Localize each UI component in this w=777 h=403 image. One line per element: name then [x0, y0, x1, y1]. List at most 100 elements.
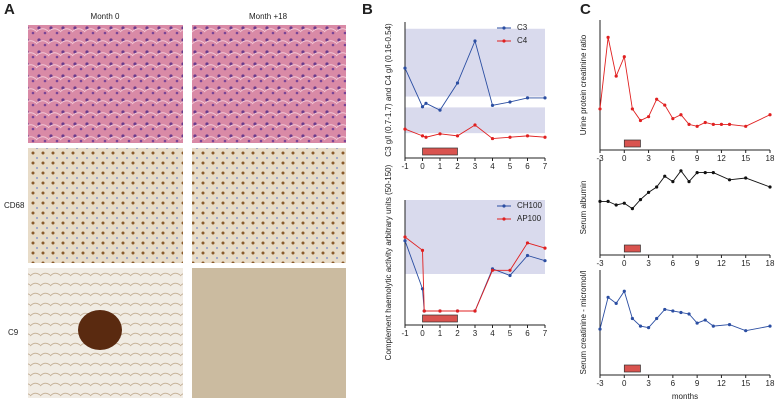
data-point — [663, 174, 667, 178]
data-point — [614, 203, 618, 207]
series-line — [404, 236, 546, 312]
data-point — [663, 307, 667, 312]
data-point — [525, 134, 530, 138]
series-line — [599, 290, 771, 332]
micrograph — [192, 268, 346, 398]
data-point — [543, 246, 547, 250]
data-point — [525, 241, 530, 245]
x-tick-label: 9 — [695, 154, 700, 163]
data-point — [455, 309, 460, 313]
x-tick-label: -3 — [596, 259, 604, 268]
x-tick-label: 0 — [622, 259, 627, 268]
data-point — [420, 248, 425, 252]
data-point — [420, 134, 425, 138]
x-tick-label: 6 — [671, 154, 676, 163]
data-point — [671, 117, 675, 121]
x-tick-label: 9 — [695, 259, 700, 268]
x-tick-label: 12 — [717, 154, 726, 163]
data-point — [606, 295, 610, 299]
data-point — [695, 171, 699, 175]
data-point — [543, 135, 547, 139]
data-point — [543, 96, 547, 100]
x-tick-label: 5 — [508, 329, 513, 338]
x-tick-label: 2 — [455, 162, 460, 171]
data-point — [663, 103, 667, 107]
data-point — [403, 66, 407, 70]
data-point — [630, 316, 634, 321]
data-point — [424, 135, 428, 139]
data-point — [638, 324, 643, 328]
micrograph-stain — [78, 310, 122, 350]
data-point — [711, 171, 715, 175]
x-tick-label: 3 — [473, 329, 478, 338]
x-tick-label: 15 — [741, 154, 750, 163]
x-tick-label: 5 — [508, 162, 513, 171]
x-tick-label: 0 — [622, 379, 627, 388]
data-point — [768, 324, 772, 328]
x-tick-label: 0 — [420, 162, 425, 171]
data-point — [744, 176, 748, 180]
panel-label: C — [580, 1, 591, 18]
data-point — [420, 105, 425, 109]
data-point — [646, 190, 651, 194]
x-tick-label: 1 — [438, 162, 443, 171]
x-tick-label: 18 — [766, 154, 775, 163]
data-point — [711, 122, 715, 126]
y-axis-label: C3 g/l (0.7-1.7) and C4 g/l (0.16-0.54) — [384, 23, 393, 157]
data-point — [490, 268, 495, 272]
legend-label: C4 — [517, 36, 528, 45]
data-point — [768, 185, 772, 189]
data-point — [655, 316, 659, 321]
data-point — [744, 124, 748, 128]
x-tick-label: 6 — [525, 329, 530, 338]
x-tick-label: -1 — [401, 329, 409, 338]
panel-label: A — [4, 1, 15, 18]
data-point — [638, 118, 643, 123]
data-point — [622, 289, 626, 293]
y-axis-label: Complement haemolytic activity arbitrary… — [384, 164, 393, 360]
data-point — [679, 310, 683, 315]
data-point — [687, 312, 691, 316]
treatment-bar — [623, 364, 641, 373]
x-tick-label: 4 — [490, 162, 495, 171]
data-point — [490, 136, 495, 141]
x-tick-label: 6 — [525, 162, 530, 171]
x-tick-label: 3 — [646, 379, 651, 388]
x-tick-label: 18 — [766, 259, 775, 268]
data-point — [438, 309, 442, 313]
data-point — [622, 201, 626, 205]
y-axis-label: Serum creatinine - micromol/l — [579, 270, 588, 374]
data-point — [687, 180, 691, 184]
data-point — [744, 329, 748, 333]
data-point — [403, 127, 407, 131]
data-point — [508, 135, 512, 139]
data-point — [655, 185, 659, 189]
reference-band — [405, 107, 545, 134]
data-point — [438, 132, 442, 136]
data-point — [687, 122, 691, 126]
data-point — [711, 324, 715, 328]
micrograph — [28, 25, 183, 143]
legend-marker — [502, 39, 506, 43]
data-point — [598, 327, 602, 331]
x-tick-label: 12 — [717, 259, 726, 268]
data-point — [525, 96, 530, 100]
data-point — [606, 199, 610, 203]
data-point — [473, 123, 477, 127]
legend-label: CH100 — [517, 201, 542, 210]
data-point — [455, 134, 460, 138]
x-tick-label: 12 — [717, 379, 726, 388]
data-point — [403, 235, 407, 239]
x-tick-label: 3 — [473, 162, 478, 171]
data-point — [768, 113, 772, 117]
treatment-bar — [623, 139, 641, 148]
x-tick-label: -3 — [596, 154, 604, 163]
data-point — [455, 81, 460, 85]
x-tick-label: 9 — [695, 379, 700, 388]
reference-band — [405, 200, 545, 274]
data-point — [630, 107, 634, 111]
data-point — [679, 113, 683, 117]
x-tick-label: 1 — [438, 329, 443, 338]
